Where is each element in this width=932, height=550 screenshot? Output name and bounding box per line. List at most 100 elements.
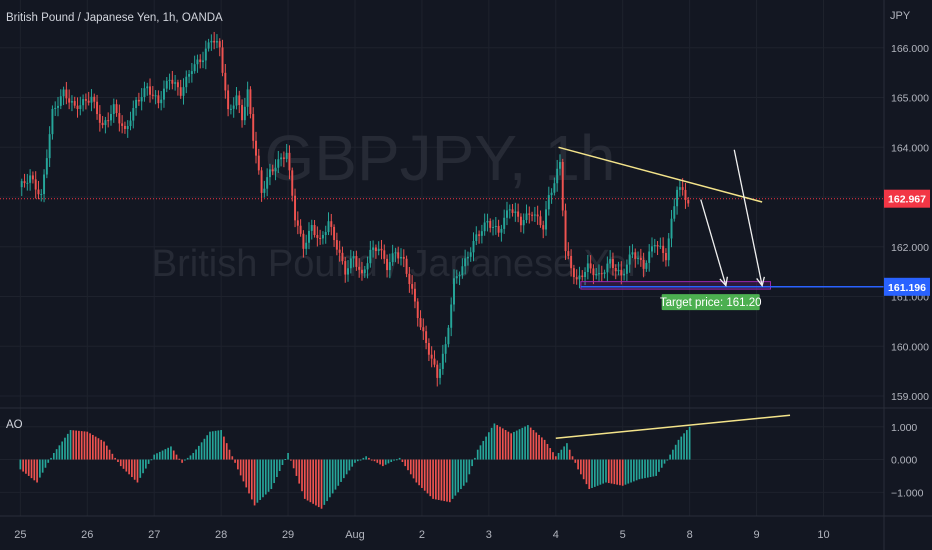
ao-bar xyxy=(337,459,340,486)
symbol-title[interactable]: British Pound / Japanese Yen, 1h, OANDA xyxy=(6,12,223,24)
time-tick-label: 2 xyxy=(419,529,425,541)
ao-bar xyxy=(468,459,471,475)
ao-bar xyxy=(610,459,613,484)
candle-body xyxy=(207,42,210,49)
ao-bar xyxy=(334,459,337,490)
ao-bar xyxy=(92,434,94,460)
time-tick-label: 3 xyxy=(486,529,492,541)
ao-bar xyxy=(462,459,465,486)
ao-bar xyxy=(228,449,231,460)
candle-body xyxy=(469,252,472,257)
candle-body xyxy=(486,220,489,223)
ao-bar xyxy=(189,455,192,460)
ao-bar xyxy=(429,459,432,497)
ao-bar xyxy=(117,459,119,462)
candle-body xyxy=(464,258,467,267)
ao-bar xyxy=(582,459,585,480)
ao-bar xyxy=(596,459,599,486)
ao-bar xyxy=(172,450,175,460)
ao-bar xyxy=(535,432,538,460)
ao-bar xyxy=(655,459,658,476)
ao-bar xyxy=(267,459,270,492)
candle-body xyxy=(93,96,96,102)
candle-body xyxy=(517,211,520,217)
candle-body xyxy=(107,120,110,122)
candle-body xyxy=(678,187,681,190)
target-line-tag-bg xyxy=(884,277,930,296)
candle-body xyxy=(313,225,316,236)
candle-body xyxy=(140,97,143,102)
ao-bar xyxy=(270,459,273,490)
current-price-tag: 162.967 xyxy=(888,194,926,206)
ao-bar xyxy=(390,459,393,462)
time-tick-label: 27 xyxy=(148,529,160,541)
ao-axis[interactable]: −1.000 0.000 1.000 xyxy=(891,422,924,500)
candle-body xyxy=(319,237,322,239)
candle-body xyxy=(394,252,397,254)
candle-body xyxy=(416,301,419,319)
candle-body xyxy=(26,182,29,184)
candle-body xyxy=(508,209,511,211)
drawing-annotations: Target price: 161.20 xyxy=(0,146,884,439)
ao-bar xyxy=(446,459,448,502)
ao-bar xyxy=(387,459,390,464)
ao-pane-title[interactable]: AO xyxy=(6,419,23,431)
time-axis[interactable]: 25 26 27 28 29 Aug 2 3 4 5 8 9 10 xyxy=(14,529,829,541)
candle-body xyxy=(586,263,589,273)
time-tick-label: 4 xyxy=(553,529,559,541)
ao-bar xyxy=(633,459,635,482)
candle-body xyxy=(553,183,556,193)
ao-bar xyxy=(234,459,236,463)
ao-bar xyxy=(156,453,158,460)
candle-body xyxy=(68,98,71,103)
ao-bar xyxy=(86,431,89,460)
ao-bar xyxy=(627,459,630,484)
candle-body xyxy=(349,258,352,269)
ao-bar xyxy=(593,459,596,487)
ao-bar xyxy=(485,436,487,460)
ao-bar xyxy=(440,459,443,501)
candle-body xyxy=(528,213,531,215)
candle-body xyxy=(634,252,637,259)
candle-body xyxy=(280,157,283,160)
price-candles xyxy=(20,31,690,387)
candle-body xyxy=(238,95,241,106)
candle-body xyxy=(380,248,383,251)
ao-bar xyxy=(599,459,602,485)
candle-body xyxy=(137,99,140,102)
candle-body xyxy=(227,90,230,110)
ao-bar xyxy=(454,459,457,496)
candle-body xyxy=(422,327,425,332)
ao-bar xyxy=(100,439,103,460)
ao-bar xyxy=(379,459,381,465)
candle-body xyxy=(299,225,302,234)
candle-body xyxy=(190,71,193,75)
candle-body xyxy=(592,268,595,276)
candle-body xyxy=(427,343,430,355)
candle-body xyxy=(338,249,341,253)
candle-body xyxy=(620,269,623,276)
candle-body xyxy=(291,170,294,196)
candle-body xyxy=(505,210,508,218)
candle-body xyxy=(255,140,257,156)
ao-bar xyxy=(683,433,685,460)
ao-bar xyxy=(580,459,582,475)
ao-bar xyxy=(527,425,529,460)
ao-bar xyxy=(395,459,398,461)
candle-body xyxy=(659,245,662,247)
ao-bar xyxy=(52,452,55,460)
ao-bar xyxy=(658,459,660,472)
ao-bar xyxy=(356,459,359,462)
forecast-arrow-head xyxy=(719,276,729,288)
candle-body xyxy=(681,187,684,190)
candle-body xyxy=(143,88,146,98)
ao-bar xyxy=(256,459,259,503)
ao-bar xyxy=(552,452,554,460)
ao-bar xyxy=(421,459,423,488)
ao-bar xyxy=(460,459,462,490)
ao-bar xyxy=(457,459,460,493)
candle-body xyxy=(430,354,433,359)
time-tick-label: 5 xyxy=(620,529,626,541)
ao-bar xyxy=(418,459,420,486)
candle-body xyxy=(408,273,411,285)
